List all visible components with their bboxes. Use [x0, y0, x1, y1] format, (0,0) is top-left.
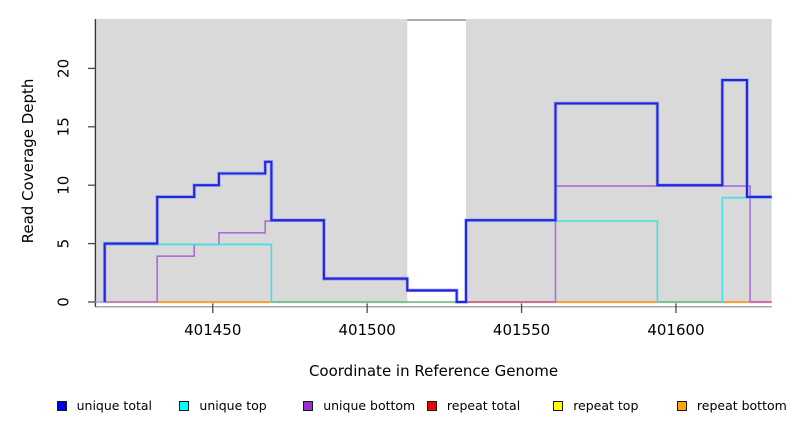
- y-axis-title: Read Coverage Depth: [19, 78, 37, 244]
- x-axis-title: Coordinate in Reference Genome: [308, 362, 559, 380]
- y-tick-label: 5: [55, 239, 73, 249]
- x-tick-label: 401550: [493, 321, 550, 339]
- series-unique-total: [103, 79, 772, 304]
- legend-swatch-repeat-bottom: [676, 400, 687, 411]
- masked-region: [407, 19, 466, 304]
- y-tick-label: 20: [55, 59, 73, 78]
- y-tick-label: 0: [55, 297, 73, 307]
- legend-label: repeat top: [573, 398, 639, 413]
- legend-swatch-unique-bottom: [303, 400, 314, 411]
- legend: unique total unique top unique bottom repea…: [0, 398, 792, 418]
- x-tick-label: 401600: [647, 321, 704, 339]
- legend-label: unique total: [76, 398, 153, 413]
- y-tick-label: 10: [55, 176, 73, 195]
- legend-label: repeat total: [446, 398, 521, 413]
- legend-item-unique-bottom: unique bottom: [303, 398, 415, 413]
- x-tick-label: 401450: [184, 321, 241, 339]
- legend-item-unique-top: unique top: [179, 398, 267, 413]
- legend-swatch-unique-top: [179, 400, 190, 411]
- legend-label: unique top: [199, 398, 267, 413]
- legend-item-repeat-bottom: repeat bottom: [676, 398, 787, 413]
- legend-item-repeat-top: repeat top: [553, 398, 638, 413]
- legend-swatch-repeat-total: [426, 400, 437, 411]
- y-tick-label: 15: [55, 117, 73, 136]
- legend-label: unique bottom: [323, 398, 416, 413]
- legend-swatch-repeat-top: [553, 400, 564, 411]
- legend-swatch-unique-total: [56, 400, 67, 411]
- plot-canvas: 401450 401500 401550 401600 0 5 10 15 20: [55, 19, 772, 339]
- x-tick-label: 401500: [339, 321, 396, 339]
- legend-item-repeat-total: repeat total: [426, 398, 521, 413]
- legend-label: repeat bottom: [696, 398, 787, 413]
- legend-item-unique-total: unique total: [56, 398, 153, 413]
